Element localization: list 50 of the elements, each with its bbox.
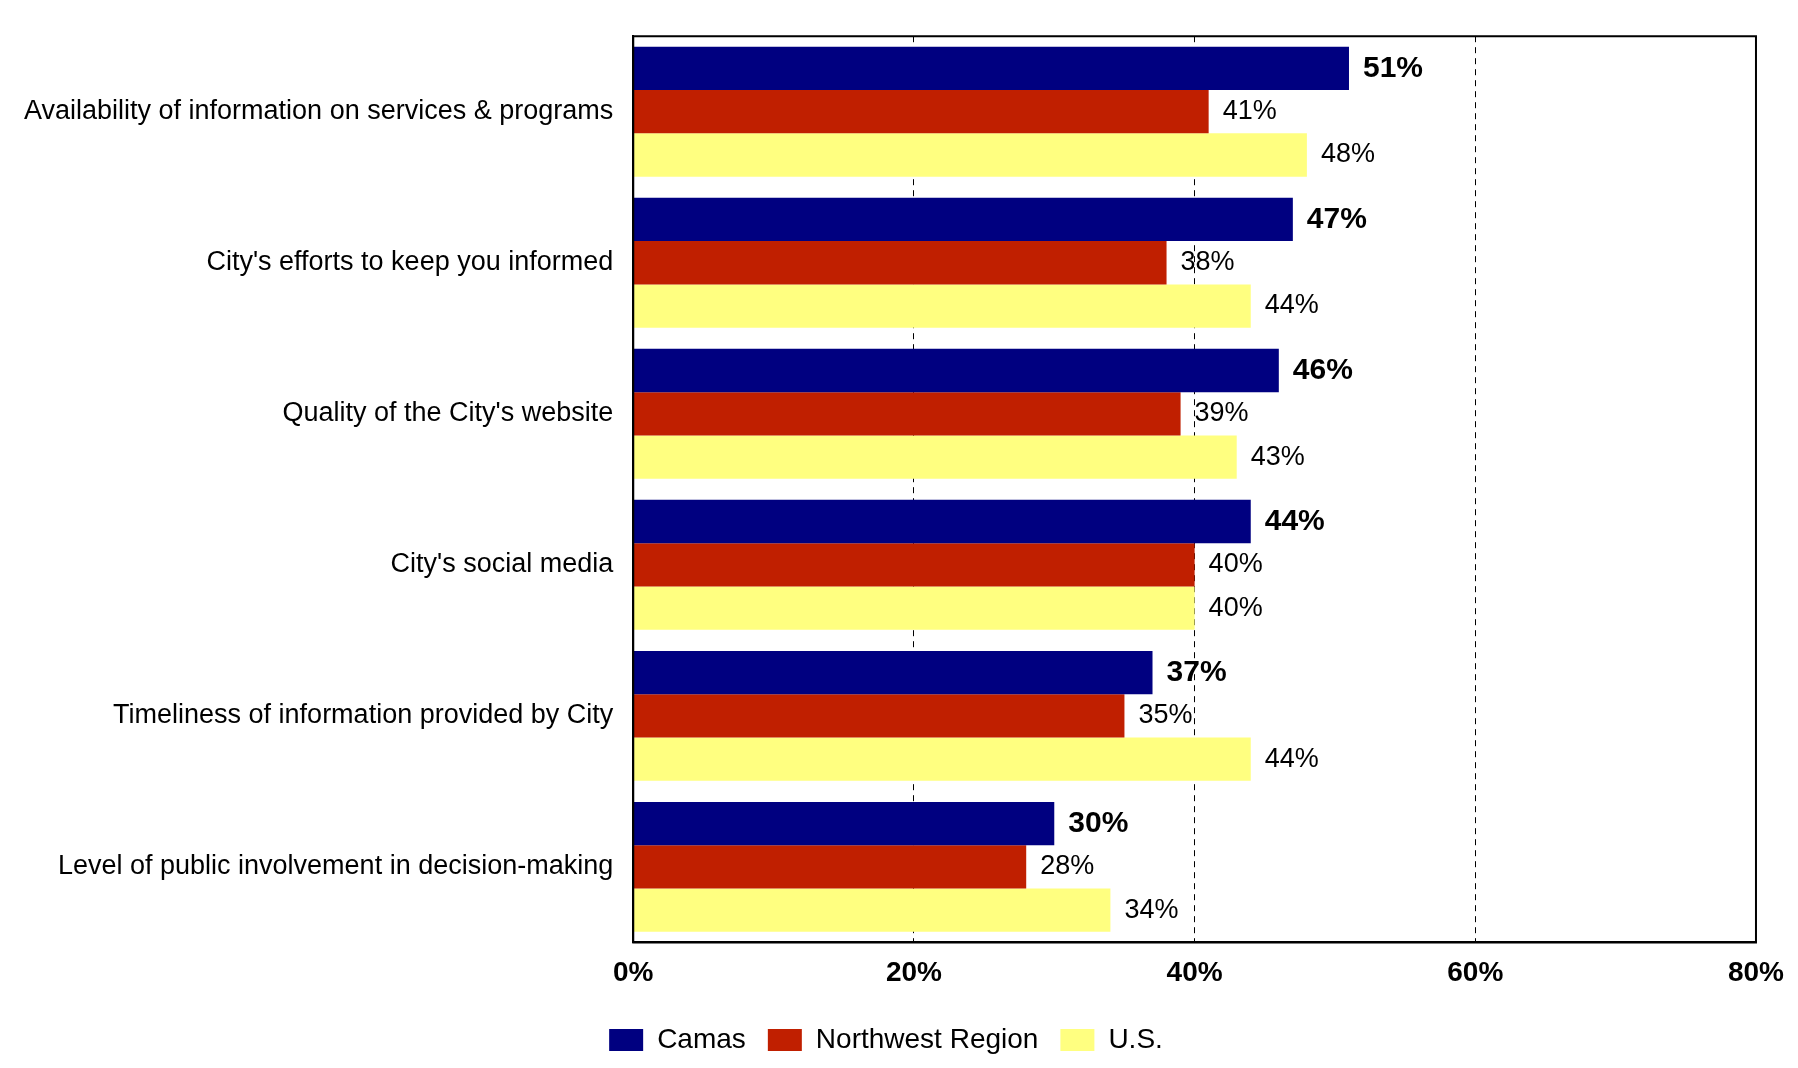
bar (633, 888, 1111, 932)
bar (633, 348, 1279, 393)
bar (633, 650, 1153, 695)
bar (633, 694, 1125, 738)
bar (633, 241, 1167, 285)
data-label: 44% (1264, 502, 1325, 536)
data-label: 47% (1306, 200, 1367, 234)
bar (633, 435, 1237, 479)
y-tick-label: Availability of information on services & programs (23, 95, 614, 126)
data-label: 40% (1208, 591, 1263, 622)
y-tick-label: City's social media (390, 548, 615, 579)
legend-label: U.S. (1108, 1022, 1163, 1054)
data-label: 38% (1180, 246, 1235, 277)
bar (633, 90, 1209, 134)
data-label: 37% (1166, 653, 1227, 687)
data-label: 44% (1264, 742, 1319, 773)
bar (633, 46, 1349, 91)
bar (633, 392, 1181, 436)
bar (633, 845, 1027, 889)
data-label: 44% (1264, 289, 1319, 320)
bar (633, 284, 1251, 328)
x-tick-label: 20% (885, 955, 943, 987)
y-tick-label: Level of public involvement in decision-making (57, 850, 614, 881)
data-label: 34% (1124, 893, 1179, 924)
legend-label: Northwest Region (815, 1022, 1039, 1054)
legend-label: Camas (657, 1022, 746, 1054)
bar (633, 133, 1307, 177)
x-tick-label: 40% (1166, 955, 1223, 987)
bar (633, 586, 1195, 630)
y-tick-label: Timeliness of information provided by City (113, 699, 614, 730)
data-label: 39% (1194, 397, 1249, 428)
data-label: 40% (1208, 548, 1263, 579)
data-label: 28% (1040, 850, 1095, 881)
y-tick-label: Quality of the City's website (282, 397, 614, 428)
x-tick-label: 0% (613, 955, 654, 987)
data-label: 46% (1292, 351, 1353, 385)
data-label: 41% (1222, 95, 1277, 126)
data-label: 51% (1362, 49, 1424, 83)
y-tick-label: City's efforts to keep you informed (206, 246, 614, 277)
data-label: 48% (1320, 138, 1375, 169)
x-tick-label: 60% (1447, 955, 1504, 987)
bar (633, 499, 1251, 544)
data-label: 35% (1138, 699, 1193, 730)
data-label: 43% (1250, 440, 1305, 471)
bar (633, 543, 1195, 587)
bar (633, 197, 1293, 242)
data-label: 30% (1068, 804, 1129, 838)
x-tick-label: 80% (1727, 955, 1785, 987)
bar (633, 801, 1055, 846)
bar (633, 737, 1251, 781)
